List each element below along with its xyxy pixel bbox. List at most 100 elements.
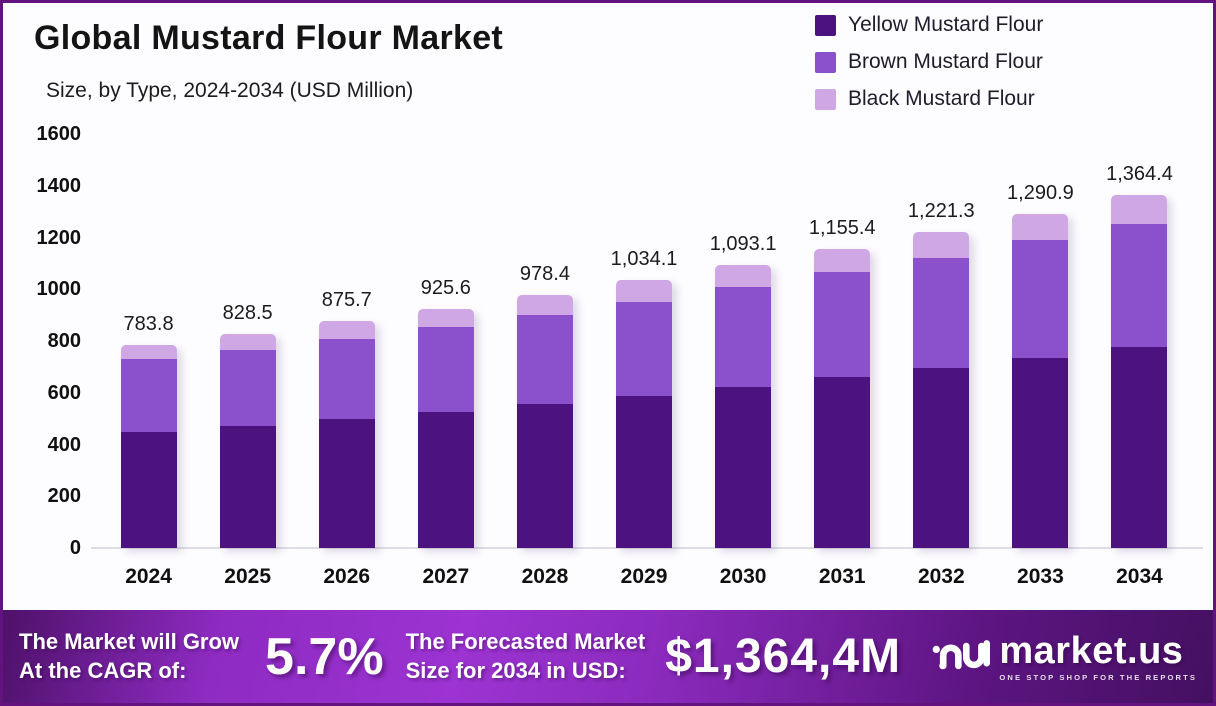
- bar-segment: [1012, 239, 1069, 359]
- x-tick-label: 2028: [521, 565, 569, 588]
- stacked-bar-2034: [1111, 194, 1168, 548]
- chart-legend: Yellow Mustard Flour Brown Mustard Flour B…: [815, 13, 1043, 111]
- bar-column-2029: 1,034.1: [594, 134, 693, 548]
- bar-segment: [616, 280, 673, 302]
- bar-column-2034: 1,364.4: [1090, 134, 1189, 548]
- footer-banner: The Market will Grow At the CAGR of: 5.7…: [3, 610, 1213, 703]
- bar-column-2027: 925.6: [396, 134, 495, 548]
- bar-segment: [715, 287, 772, 388]
- x-tick-label: 2027: [422, 565, 470, 588]
- bar-segment: [318, 339, 375, 420]
- x-tick-label: 2029: [620, 565, 668, 588]
- bar-segment: [516, 314, 573, 404]
- bar-segment: [1111, 223, 1168, 348]
- x-tick-label: 2024: [125, 565, 172, 588]
- bar-column-2026: 875.7: [297, 134, 396, 548]
- bar-segment: [120, 359, 177, 433]
- bar-column-2028: 978.4: [495, 134, 594, 548]
- page-title: Global Mustard Flour Market: [34, 19, 504, 57]
- stacked-bar-2032: [913, 232, 970, 548]
- cagr-label-line2: At the CAGR of:: [19, 657, 187, 683]
- bar-segment: [715, 387, 772, 548]
- stacked-bar-2029: [616, 280, 673, 548]
- bar-value-label: 828.5: [222, 301, 273, 324]
- y-tick-label: 400: [47, 433, 81, 456]
- bar-segment: [1012, 358, 1069, 548]
- y-tick-label: 600: [47, 381, 81, 404]
- forecast-label-line2: Size for 2034 in USD:: [405, 657, 626, 683]
- y-tick-label: 200: [47, 485, 81, 508]
- y-tick-label: 800: [47, 330, 81, 352]
- brand-logo: market.us ONE STOP SHOP FOR THE REPORTS: [932, 632, 1197, 682]
- bar-segment: [814, 377, 871, 548]
- stacked-bar-2031: [814, 249, 871, 548]
- bar-value-label: 978.4: [519, 262, 570, 285]
- stacked-bar-2033: [1012, 214, 1069, 548]
- stacked-bar-2030: [715, 265, 772, 548]
- legend-swatch-icon: [815, 88, 836, 110]
- cagr-label-line1: The Market will Grow: [19, 628, 240, 654]
- bar-value-label: 1,093.1: [709, 233, 777, 256]
- legend-item: Brown Mustard Flour: [815, 50, 1043, 74]
- bar-segment: [120, 345, 177, 360]
- bar-segment: [516, 403, 573, 548]
- bar-column-2032: 1,221.3: [892, 134, 991, 548]
- bar-value-label: 1,034.1: [610, 248, 678, 271]
- bar-segment: [516, 294, 573, 315]
- stacked-bar-2025: [219, 333, 276, 548]
- x-tick-label: 2026: [323, 565, 371, 588]
- brand-text: market.us ONE STOP SHOP FOR THE REPORTS: [999, 632, 1197, 682]
- page-subtitle: Size, by Type, 2024-2034 (USD Million): [46, 79, 414, 102]
- bar-value-label: 1,290.9: [1007, 182, 1074, 204]
- x-tick-label: 2032: [917, 565, 965, 588]
- x-axis-line: [91, 547, 1203, 549]
- bar-segment: [1111, 194, 1168, 224]
- y-tick-label: 1000: [36, 278, 82, 301]
- bar-column-2024: 783.8: [99, 134, 198, 548]
- bar-segment: [616, 301, 673, 396]
- legend-item: Black Mustard Flour: [815, 87, 1043, 111]
- bar-segment: [120, 432, 177, 548]
- bar-segment: [616, 395, 673, 548]
- x-tick-label: 2033: [1017, 565, 1064, 588]
- bar-value-label: 1,155.4: [808, 217, 876, 240]
- bar-plot-area: 783.8 828.5 875.7 925.6 978.4 1,034.1 1,093.1 1…: [99, 134, 1189, 548]
- legend-swatch-icon: [815, 14, 836, 36]
- cagr-value: 5.7%: [265, 627, 384, 686]
- brand-tagline: ONE STOP SHOP FOR THE REPORTS: [999, 672, 1197, 682]
- bar-segment: [417, 327, 474, 412]
- x-axis-labels: 2024 2025 2026 2027 2028 2029 2030 2031 2032 2033…: [99, 565, 1189, 589]
- stacked-bar-2027: [417, 308, 474, 548]
- legend-label: Brown Mustard Flour: [848, 50, 1043, 73]
- bar-value-label: 1,364.4: [1106, 162, 1173, 185]
- bar-segment: [318, 419, 375, 548]
- stacked-bar-2026: [318, 321, 375, 548]
- bar-segment: [1111, 347, 1168, 548]
- forecast-value: $1,364,4M: [665, 630, 902, 683]
- legend-label: Black Mustard Flour: [848, 87, 1035, 110]
- bar-segment: [219, 426, 276, 548]
- stacked-bar-2028: [516, 294, 573, 548]
- y-tick-label: 0: [69, 537, 81, 559]
- bar-segment: [1012, 214, 1069, 240]
- x-tick-label: 2034: [1116, 565, 1163, 588]
- x-tick-label: 2031: [818, 565, 866, 588]
- bar-value-label: 875.7: [321, 289, 372, 312]
- bar-segment: [715, 265, 772, 288]
- cagr-label: The Market will Grow At the CAGR of:: [19, 628, 239, 685]
- bar-segment: [417, 411, 474, 548]
- bar-segment: [913, 258, 970, 369]
- brand-name: market.us: [999, 629, 1184, 672]
- bar-segment: [219, 333, 276, 351]
- bar-segment: [913, 232, 970, 259]
- marketus-logo-icon: [932, 634, 991, 679]
- bar-value-label: 783.8: [123, 313, 174, 336]
- forecast-label: The Forecasted Market Size for 2034 in U…: [406, 628, 646, 685]
- bar-segment: [913, 368, 970, 548]
- stacked-bar-2024: [120, 345, 177, 548]
- x-tick-label: 2030: [719, 565, 767, 588]
- bar-column-2025: 828.5: [198, 134, 297, 548]
- bar-segment: [219, 350, 276, 427]
- y-tick-label: 1400: [36, 174, 82, 197]
